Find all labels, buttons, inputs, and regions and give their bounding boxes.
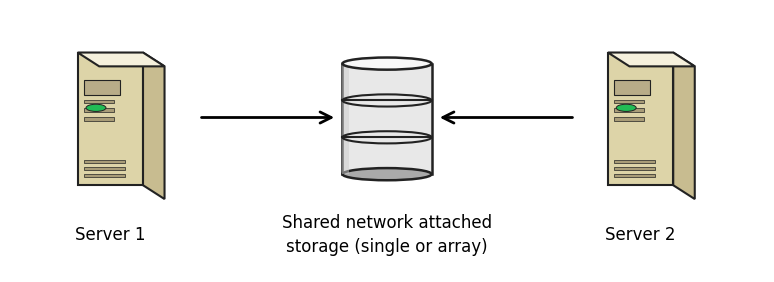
- Text: Server 1: Server 1: [75, 226, 146, 244]
- Polygon shape: [84, 167, 125, 170]
- Polygon shape: [77, 52, 143, 185]
- Text: Shared network attached
storage (single or array): Shared network attached storage (single …: [282, 214, 492, 256]
- Polygon shape: [77, 52, 165, 66]
- Circle shape: [86, 104, 106, 111]
- Polygon shape: [614, 167, 655, 170]
- Polygon shape: [143, 52, 165, 199]
- Polygon shape: [84, 117, 114, 120]
- Polygon shape: [84, 108, 114, 112]
- Polygon shape: [342, 64, 348, 174]
- Ellipse shape: [342, 168, 432, 180]
- Polygon shape: [614, 174, 655, 177]
- Polygon shape: [84, 100, 114, 103]
- Text: Server 2: Server 2: [605, 226, 676, 244]
- Polygon shape: [608, 52, 695, 66]
- Polygon shape: [673, 52, 695, 199]
- Polygon shape: [84, 160, 125, 163]
- Polygon shape: [614, 117, 644, 120]
- Polygon shape: [608, 52, 673, 185]
- Polygon shape: [614, 80, 650, 95]
- Polygon shape: [614, 100, 644, 103]
- Circle shape: [616, 104, 636, 111]
- Polygon shape: [614, 108, 644, 112]
- Polygon shape: [342, 64, 432, 174]
- Ellipse shape: [342, 58, 432, 70]
- Polygon shape: [84, 80, 120, 95]
- Polygon shape: [84, 174, 125, 177]
- Polygon shape: [614, 160, 655, 163]
